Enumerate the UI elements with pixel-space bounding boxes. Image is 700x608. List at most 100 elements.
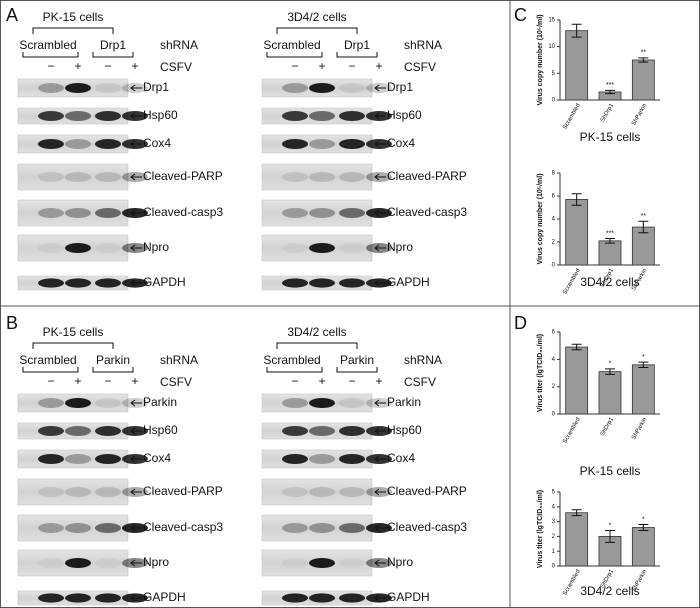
band (339, 172, 365, 182)
bar (565, 512, 589, 567)
lane-sign: − (104, 374, 111, 388)
arrow (130, 455, 142, 463)
band (65, 454, 91, 464)
band-label: Npro (143, 240, 169, 254)
band (339, 111, 365, 121)
error-bar (571, 343, 582, 351)
band-label: Cox4 (387, 136, 415, 150)
band (282, 278, 308, 288)
band (95, 139, 121, 149)
band (309, 487, 335, 497)
band (65, 558, 91, 568)
group-label: Drp1 (344, 38, 370, 52)
treatment-label: CSFV (160, 375, 192, 389)
lane-sign: + (375, 374, 382, 388)
chart-title: PK-15 cells (580, 130, 641, 144)
band (95, 454, 121, 464)
arrow (374, 209, 386, 217)
band-label: GAPDH (143, 275, 186, 289)
band (282, 523, 308, 533)
significance: * (642, 354, 645, 361)
band (309, 454, 335, 464)
band (95, 426, 121, 436)
band (65, 243, 91, 253)
band (339, 278, 365, 288)
band (65, 139, 91, 149)
band-label: Cleaved-PARP (143, 169, 223, 183)
band (95, 558, 121, 568)
band (309, 398, 335, 408)
lane-sign: − (104, 59, 111, 73)
band (95, 208, 121, 218)
bar (565, 346, 589, 415)
band (282, 243, 308, 253)
bracket (336, 52, 378, 58)
band (95, 523, 121, 533)
lane-sign: − (291, 374, 298, 388)
band (282, 398, 308, 408)
band-label: GAPDH (387, 590, 430, 604)
bracket (32, 342, 114, 349)
y-tick-label: 8 (552, 171, 556, 177)
chart-title: PK-15 cells (580, 464, 641, 478)
group-label: Scrambled (263, 353, 320, 367)
arrow (374, 279, 386, 287)
arrow (130, 524, 142, 532)
bracket (276, 342, 358, 349)
band (339, 558, 365, 568)
band (65, 83, 91, 93)
band (38, 398, 64, 408)
arrow (130, 594, 142, 602)
bar (598, 371, 622, 415)
bar (631, 527, 655, 567)
arrow (374, 488, 386, 496)
band (65, 593, 91, 603)
lane-sign: − (47, 59, 54, 73)
band (309, 426, 335, 436)
error-bar (571, 509, 582, 517)
error-bar (638, 220, 649, 234)
band-label: Cox4 (143, 136, 171, 150)
arrow (130, 112, 142, 120)
shrna-label: shRNA (404, 38, 442, 52)
band (282, 426, 308, 436)
bracket (22, 367, 79, 373)
band (339, 398, 365, 408)
band (38, 454, 64, 464)
band (65, 487, 91, 497)
arrow (374, 594, 386, 602)
y-tick-label: 0 (552, 564, 556, 570)
bracket (92, 52, 134, 58)
arrow (374, 427, 386, 435)
bracket (22, 52, 79, 58)
group-label: Drp1 (100, 38, 126, 52)
band (282, 172, 308, 182)
band (38, 426, 64, 436)
band (38, 83, 64, 93)
band (38, 558, 64, 568)
band-label: Hsp60 (143, 108, 178, 122)
y-tick-label: 4 (552, 504, 556, 510)
band (95, 111, 121, 121)
band (65, 523, 91, 533)
band-label: GAPDH (387, 275, 430, 289)
band (95, 278, 121, 288)
y-tick-label: 0 (552, 98, 556, 104)
band (309, 139, 335, 149)
y-tick-label: 5 (552, 490, 556, 496)
error-bar (605, 368, 615, 375)
y-axis-label: Virus copy number (10⁵/ml) (537, 173, 544, 264)
bar (598, 240, 622, 266)
band (38, 523, 64, 533)
band (38, 278, 64, 288)
lane-sign: + (375, 59, 382, 73)
lane-sign: − (348, 59, 355, 73)
significance: *** (606, 82, 614, 89)
error-bar (571, 193, 582, 206)
bar (565, 199, 589, 266)
treatment-label: CSFV (404, 375, 436, 389)
error-bar (605, 89, 615, 95)
chart-title: 3D4/2 cells (580, 584, 639, 598)
band (38, 593, 64, 603)
significance: * (642, 516, 645, 523)
